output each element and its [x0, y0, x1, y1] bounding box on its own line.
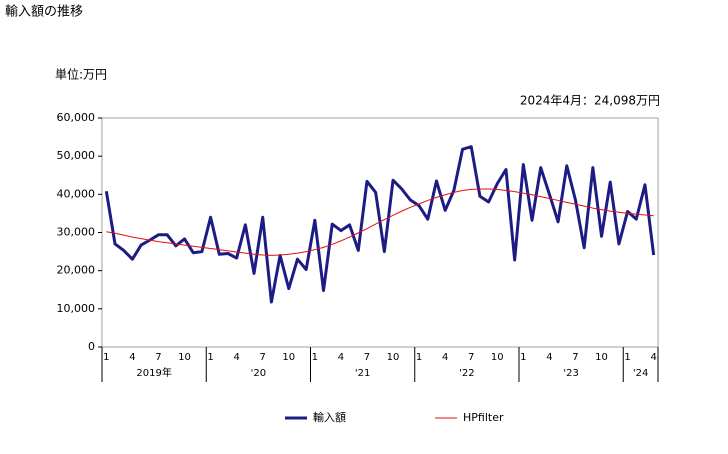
year-label: '24	[633, 368, 648, 379]
legend-label: 輸入額	[313, 410, 346, 424]
x-tick-label: 4	[233, 352, 239, 363]
x-tick-label: 1	[416, 352, 422, 363]
x-tick-label: 4	[338, 352, 344, 363]
series-line	[104, 145, 656, 304]
x-tick-label: 1	[207, 352, 213, 363]
x-tick-label: 7	[364, 352, 370, 363]
x-tick-label: 7	[260, 352, 266, 363]
y-tick-label: 20,000	[57, 264, 96, 277]
year-label: 2019年	[136, 366, 171, 379]
x-tick-label: 10	[595, 352, 608, 363]
y-tick-label: 40,000	[57, 187, 96, 200]
year-label: '22	[459, 368, 474, 379]
legend-label: HPfilter	[463, 411, 504, 424]
x-tick-label: 7	[155, 352, 161, 363]
year-label: '20	[251, 368, 266, 379]
year-label: '23	[563, 368, 578, 379]
x-tick-label: 4	[129, 352, 135, 363]
y-tick-label: 10,000	[57, 302, 96, 315]
y-tick-label: 30,000	[57, 226, 96, 239]
x-tick-label: 1	[312, 352, 318, 363]
y-tick-label: 50,000	[57, 149, 96, 162]
plot-area	[101, 117, 659, 348]
x-tick-label: 7	[468, 352, 474, 363]
series-line	[106, 188, 654, 256]
x-tick-label: 10	[178, 352, 191, 363]
x-tick-label: 10	[387, 352, 400, 363]
x-tick-label: 4	[650, 352, 656, 363]
x-tick-label: 10	[491, 352, 504, 363]
x-tick-label: 10	[282, 352, 295, 363]
y-tick-label: 0	[88, 340, 95, 353]
year-label: '21	[355, 368, 370, 379]
y-tick-label: 60,000	[57, 111, 96, 124]
x-tick-label: 4	[546, 352, 552, 363]
x-tick-label: 1	[520, 352, 526, 363]
annotation: 2024年4月：24,098万円	[520, 94, 660, 108]
unit-label: 単位:万円	[55, 67, 107, 82]
x-tick-label: 4	[442, 352, 448, 363]
x-tick-label: 1	[103, 352, 109, 363]
chart-title: 輸入額の推移	[5, 5, 83, 20]
x-tick-label: 1	[624, 352, 630, 363]
x-tick-label: 7	[572, 352, 578, 363]
